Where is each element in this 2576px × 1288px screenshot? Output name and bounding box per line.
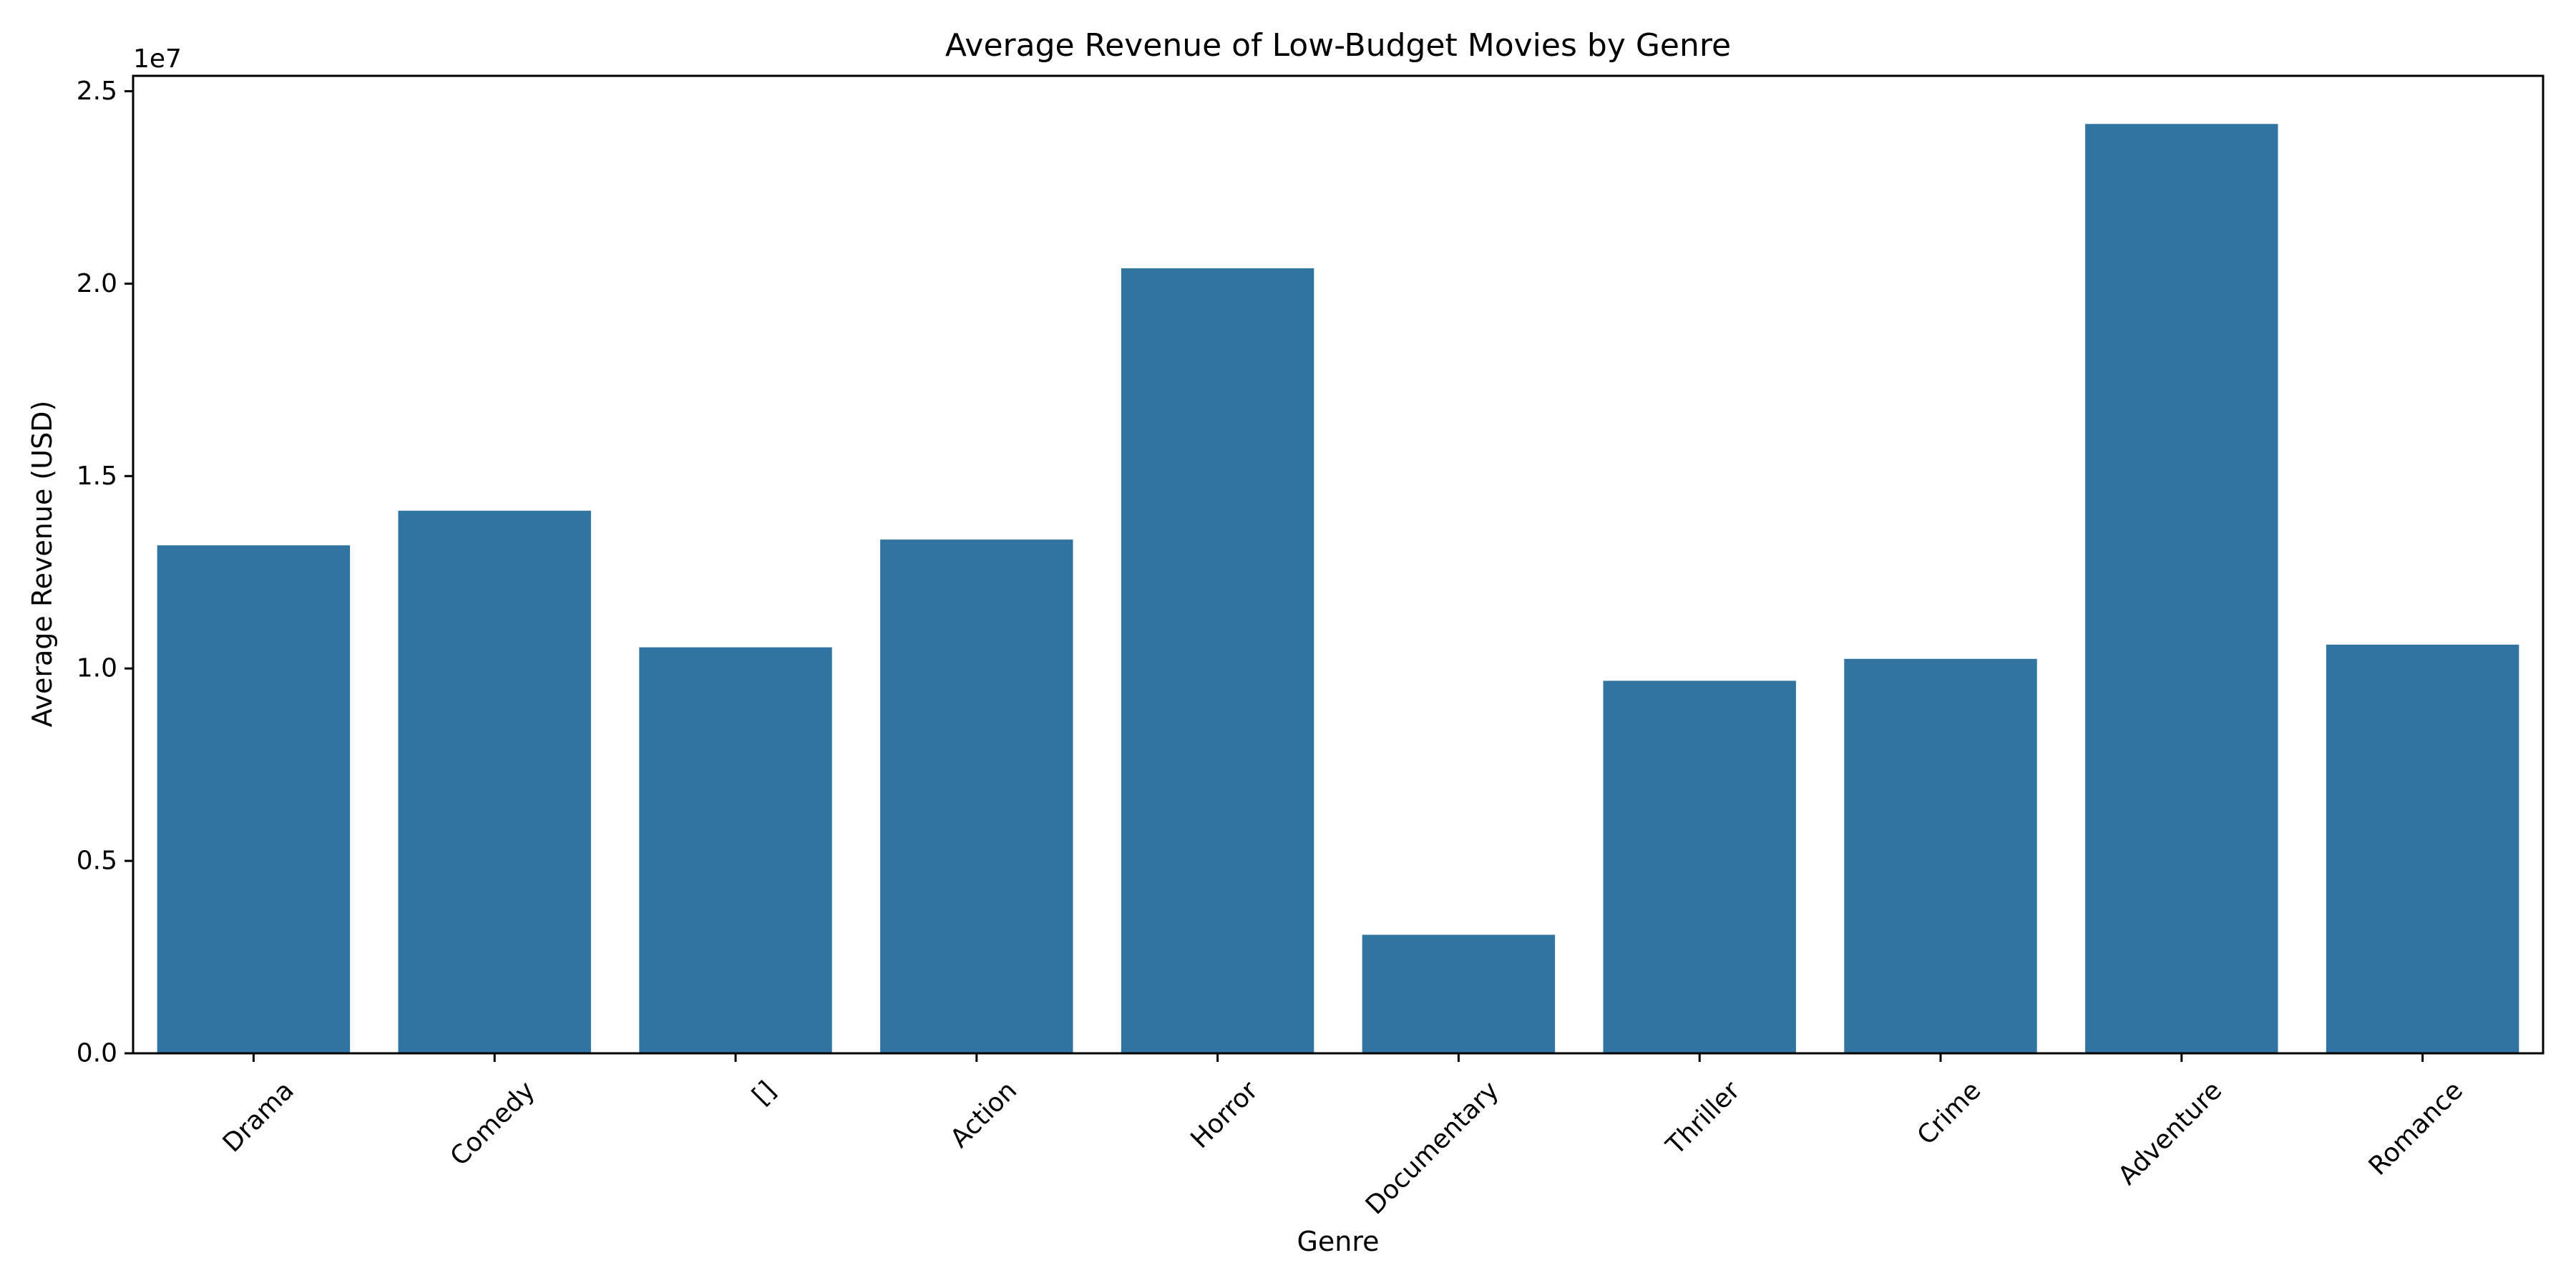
bar-3 [880, 540, 1073, 1053]
x-axis-label: Genre [1297, 1226, 1379, 1257]
y-tick-label: 1.0 [77, 654, 117, 683]
x-tick-label: Thriller [1660, 1075, 1745, 1161]
x-tick-label: [] [747, 1075, 782, 1111]
x-tick-label: Romance [2363, 1075, 2469, 1181]
y-axis-ticks: 0.0 0.5 1.0 1.5 2.0 2.5 [77, 77, 133, 1068]
bar-0 [157, 545, 351, 1053]
bars-group [157, 124, 2519, 1054]
bar-7 [1844, 658, 2037, 1053]
x-tick-label: Horror [1185, 1075, 1264, 1154]
x-axis-ticks: Drama Comedy [] Action Horror Documentary Thri… [218, 1053, 2469, 1220]
bar-5 [1362, 935, 1556, 1053]
x-tick-label: Comedy [445, 1075, 541, 1171]
y-tick-label: 1.5 [77, 462, 117, 491]
y-axis-label: Average Revenue (USD) [26, 401, 58, 728]
bar-8 [2085, 124, 2278, 1054]
bar-1 [398, 510, 591, 1053]
y-tick-label: 2.0 [77, 269, 117, 298]
x-tick-label: Crime [1912, 1075, 1987, 1151]
bar-2 [639, 647, 832, 1053]
bar-9 [2326, 644, 2519, 1053]
bar-4 [1121, 268, 1314, 1053]
y-axis-offset-label: 1e7 [133, 44, 182, 74]
chart-title: Average Revenue of Low-Budget Movies by … [945, 27, 1731, 64]
x-tick-label: Action [945, 1075, 1023, 1153]
y-tick-label: 0.0 [77, 1039, 117, 1068]
x-tick-label: Documentary [1360, 1075, 1505, 1220]
x-tick-label: Adventure [2113, 1075, 2228, 1191]
y-tick-label: 2.5 [77, 77, 117, 106]
y-tick-label: 0.5 [77, 847, 117, 876]
bar-6 [1603, 680, 1796, 1053]
plot-frame [132, 74, 2545, 1055]
x-tick-label: Drama [218, 1075, 300, 1158]
